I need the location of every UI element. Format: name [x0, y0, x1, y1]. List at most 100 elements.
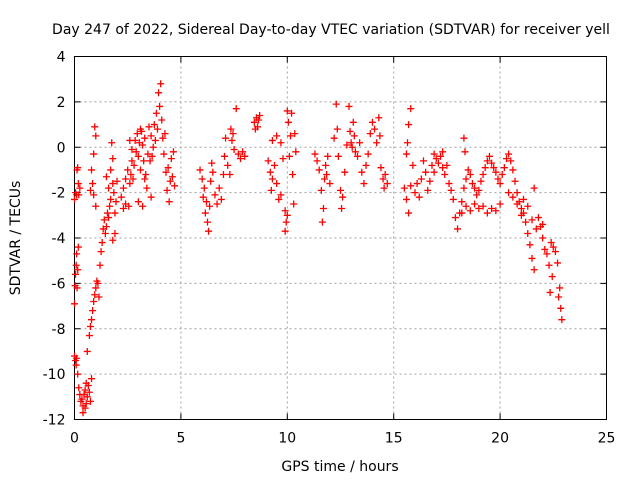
data-point [313, 157, 321, 165]
data-point [528, 216, 536, 224]
grid-lines [74, 56, 607, 420]
data-point [349, 118, 357, 126]
data-point [466, 207, 474, 215]
data-point [494, 175, 502, 183]
data-point [505, 189, 513, 197]
data-point [92, 202, 100, 210]
data-point [341, 168, 349, 176]
data-point [95, 293, 103, 301]
data-point [458, 198, 466, 206]
y-tick-label: -4 [52, 231, 66, 247]
data-point [268, 136, 276, 144]
data-point [281, 207, 289, 215]
data-point [250, 118, 258, 126]
data-point [162, 168, 170, 176]
data-point [74, 180, 82, 188]
data-point [89, 180, 97, 188]
data-point [437, 152, 445, 160]
data-point [199, 193, 207, 201]
data-point [534, 214, 542, 222]
data-point [383, 180, 391, 188]
data-point [354, 152, 362, 160]
data-point [236, 155, 244, 163]
data-point [430, 168, 438, 176]
data-point [74, 266, 82, 274]
data-point [460, 134, 468, 142]
data-point [152, 109, 160, 117]
data-point [232, 105, 240, 113]
data-point [509, 193, 517, 201]
data-point [153, 125, 161, 133]
data-point [73, 250, 81, 258]
data-point [88, 316, 96, 324]
data-point [267, 186, 275, 194]
data-point [513, 200, 521, 208]
data-point [286, 132, 294, 140]
data-point [380, 184, 388, 192]
data-point [492, 207, 500, 215]
data-point [290, 200, 298, 208]
data-point [130, 161, 138, 169]
data-point [526, 241, 534, 249]
data-point [129, 175, 137, 183]
data-point [281, 227, 289, 235]
data-point [356, 139, 364, 147]
data-point [266, 168, 274, 176]
data-point [543, 250, 551, 258]
y-tick-label: -6 [52, 276, 66, 292]
y-axis-ticks: -12 -10 -8 -6 -4 -2 0 2 4 [43, 50, 607, 429]
data-point [488, 205, 496, 213]
data-point [75, 191, 83, 199]
data-point [449, 195, 457, 203]
data-point [549, 243, 557, 251]
data-point [500, 164, 508, 172]
data-point [73, 284, 81, 292]
data-point [156, 102, 164, 110]
data-point [72, 361, 80, 369]
data-point [155, 89, 163, 97]
data-point [148, 152, 156, 160]
data-point [345, 102, 353, 110]
data-point [134, 152, 142, 160]
x-tick-label: 10 [278, 431, 296, 447]
data-point [375, 114, 383, 122]
data-point [271, 161, 279, 169]
data-point [411, 189, 419, 197]
data-point [454, 225, 462, 233]
data-point [434, 159, 442, 167]
data-point [164, 164, 172, 172]
data-point [205, 227, 213, 235]
data-point [157, 80, 165, 88]
data-point [213, 200, 221, 208]
data-point [424, 186, 432, 194]
data-point [109, 180, 117, 188]
data-point [72, 261, 80, 269]
data-point [108, 139, 116, 147]
data-point [98, 239, 106, 247]
data-point [119, 184, 127, 192]
data-point [75, 384, 83, 392]
data-point [366, 130, 374, 138]
data-point [539, 220, 547, 228]
x-tick-label: 0 [70, 431, 79, 447]
data-point [97, 248, 105, 256]
data-point [462, 175, 470, 183]
data-point [360, 180, 368, 188]
data-point [74, 164, 82, 172]
data-point [551, 248, 559, 256]
data-point [481, 164, 489, 172]
data-point [343, 141, 351, 149]
data-point [337, 186, 344, 194]
data-point [83, 393, 91, 401]
data-point [100, 216, 108, 224]
data-point [150, 121, 158, 129]
data-point [289, 170, 297, 178]
data-point [547, 239, 555, 247]
data-point [94, 279, 102, 287]
y-tick-label: -10 [43, 367, 66, 383]
data-point [466, 170, 474, 178]
data-point [198, 175, 206, 183]
data-point [522, 218, 530, 226]
data-point [464, 166, 472, 174]
x-axis-ticks: 0 5 10 15 20 25 [70, 56, 615, 447]
